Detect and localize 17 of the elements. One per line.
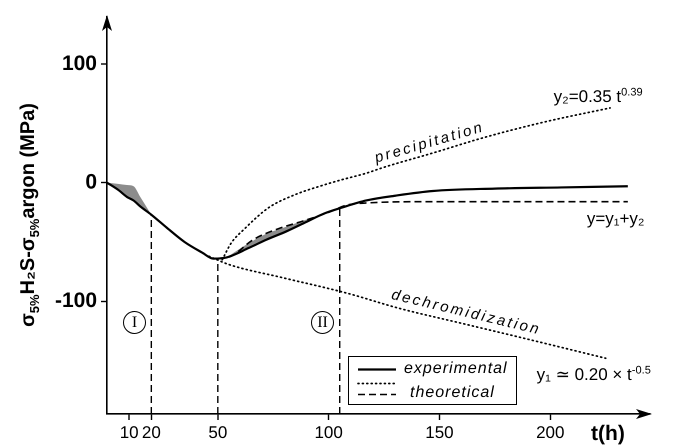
ref-line-label: II: [317, 314, 328, 331]
y-tick-label: 100: [62, 52, 97, 75]
x-tick-label: 50: [208, 422, 228, 442]
x-tick-label: 10: [120, 422, 139, 442]
legend-label: theoretical: [410, 384, 495, 402]
x-tick-label: 200: [536, 422, 564, 442]
x-axis-title: t(h): [591, 422, 625, 446]
ref-line-label: I: [132, 314, 138, 331]
legend-label: experimental: [404, 360, 508, 378]
annotation: y=y₁+y₂: [586, 208, 645, 228]
x-tick-label: 150: [425, 422, 454, 442]
x-tick-label: 20: [142, 422, 161, 442]
x-tick-label: 100: [314, 422, 343, 442]
y-tick-label: -100: [54, 289, 97, 312]
y-tick-label: 0: [85, 170, 97, 194]
annotation: y₁ ≃ 0.20 × t$^{-0.5}$: [536, 364, 651, 385]
annotation: y₂=0.35 t$^{0.39}$: [554, 86, 643, 107]
